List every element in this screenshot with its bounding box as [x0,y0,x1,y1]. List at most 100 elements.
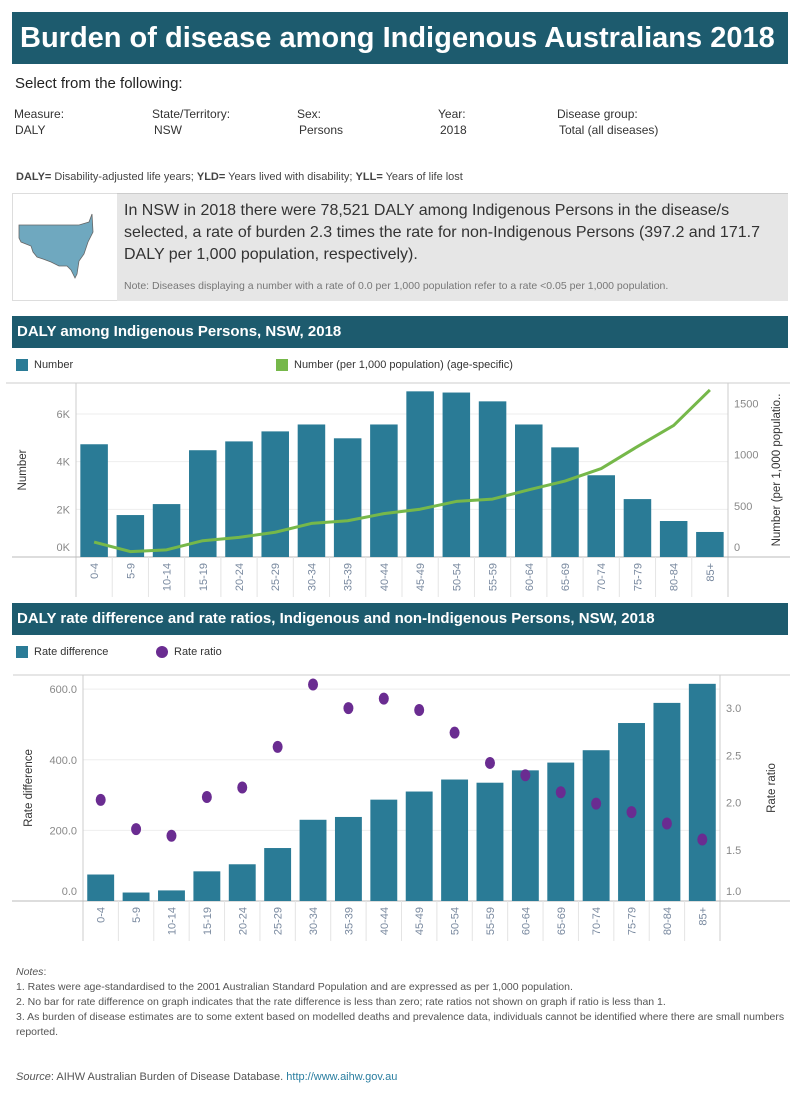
bar-30-34 [297,424,326,557]
note-item: 1. Rates were age-standardised to the 20… [16,981,573,993]
y-axis-title: Rate difference [23,749,35,827]
legend-label: Rate ratio [174,646,222,658]
x-tick-label: 40-44 [379,907,391,935]
bar-60-64 [511,770,539,901]
bar-5-9 [122,892,150,901]
note-item: 2. No bar for rate difference on graph i… [16,996,666,1008]
y2-axis-title: Rate ratio [766,763,778,813]
x-tick-label: 45-49 [414,907,426,935]
y-tick-label: 6K [57,409,71,421]
y-tick-label: 0.0 [62,886,77,898]
y2-tick-label: 0 [734,542,740,554]
ratio-dot-75-79 [626,806,637,819]
bar-85+ [688,683,716,901]
x-tick-label: 60-64 [520,907,532,935]
bar-55-59 [478,401,507,557]
x-tick-label: 5-9 [125,563,137,579]
y-tick-label: 4K [57,457,71,469]
y-tick-label: 600.0 [49,684,77,696]
x-tick-label: 0-4 [96,907,108,923]
ratio-dot-15-19 [201,790,212,803]
bar-80-84 [659,521,688,557]
ratio-dot-60-64 [520,769,531,782]
y-tick-label: 400.0 [49,755,77,767]
x-tick-label: 85+ [697,907,709,926]
ratio-dot-55-59 [484,756,495,769]
y2-axis-title: Number (per 1,000 populatio.. [771,394,783,547]
y2-tick-label: 1.5 [726,845,741,857]
chart1-legend-number[interactable]: Number [16,359,73,371]
ratio-dot-0-4 [95,793,106,806]
bar-30-34 [299,819,327,901]
bar-50-54 [441,779,469,901]
state-map [12,193,118,301]
sex-select[interactable]: Persons [299,123,344,137]
y2-tick-label: 2.5 [726,750,741,762]
bar-70-74 [582,750,610,901]
x-tick-label: 5-9 [131,907,143,923]
notes: Notes: 1. Rates were age-standardised to… [16,966,785,1038]
bar-10-14 [158,890,185,901]
x-tick-label: 75-79 [632,563,644,591]
legend-label: Number [34,359,74,371]
state-select[interactable]: NSW [154,123,182,137]
bar-55-59 [476,782,504,901]
x-tick-label: 50-54 [451,563,463,591]
x-tick-label: 25-29 [270,563,282,591]
bar-50-54 [442,392,471,557]
ratio-dot-65-69 [555,786,566,799]
x-tick-label: 0-4 [89,563,101,579]
yll-key: YLL= [355,171,383,183]
y-tick-label: 0K [57,542,71,554]
chart2-legend-rate-difference[interactable]: Rate difference [16,646,108,658]
x-tick-label: 10-14 [162,563,174,591]
x-tick-label: 80-84 [662,907,674,935]
bar-40-44 [370,424,398,557]
ratio-dot-45-49 [414,703,425,716]
x-tick-label: 15-19 [198,563,210,591]
legend-label: Rate difference [34,646,109,658]
notes-heading: Notes [16,966,44,978]
y-axis-title: Number [17,449,29,490]
legend-swatch [16,646,28,658]
source-link[interactable]: http://www.aihw.gov.au [286,1071,398,1083]
x-tick-label: 30-34 [308,907,320,935]
x-tick-label: 60-64 [524,563,536,591]
bar-25-29 [261,431,289,557]
x-tick-label: 20-24 [237,907,249,935]
source-label: Source [16,1071,51,1083]
chart1-legend-rate[interactable]: Number (per 1,000 population) (age-speci… [276,359,513,371]
ratio-dot-5-9 [131,823,142,836]
y2-tick-label: 2.0 [726,798,741,810]
x-tick-label: 55-59 [485,907,497,935]
bar-0-4 [80,444,108,557]
x-tick-label: 80-84 [669,563,681,591]
daly-key: DALY= [16,171,52,183]
daly-def: Disability-adjusted life years; [51,171,197,183]
ratio-dot-80-84 [661,817,672,830]
ratio-dot-35-39 [343,702,354,715]
y2-tick-label: 1500 [734,398,758,410]
x-tick-label: 25-29 [273,907,285,935]
chart1-title: DALY among Indigenous Persons, NSW, 2018 [12,316,788,348]
summary-text: In NSW in 2018 there were 78,521 DALY am… [124,202,760,263]
legend-swatch [16,359,28,371]
measure-select[interactable]: DALY [15,123,46,137]
bar-85+ [696,531,724,557]
bar-35-39 [333,438,362,557]
y2-tick-label: 1000 [734,450,758,462]
x-tick-label: 10-14 [166,907,178,935]
disease-group-select[interactable]: Total (all diseases) [559,123,659,137]
x-tick-label: 70-74 [596,563,608,591]
source: Source: AIHW Australian Burden of Diseas… [16,1071,398,1083]
bar-65-69 [551,447,579,557]
bar-20-24 [228,864,256,901]
year-select[interactable]: 2018 [440,123,467,137]
bar-40-44 [370,799,398,901]
chart2-legend-rate-ratio[interactable]: Rate ratio [156,646,222,658]
bar-0-4 [87,874,115,901]
ratio-dot-40-44 [378,692,389,705]
filter-prompt: Select from the following: [15,75,183,92]
bar-15-19 [193,871,221,901]
